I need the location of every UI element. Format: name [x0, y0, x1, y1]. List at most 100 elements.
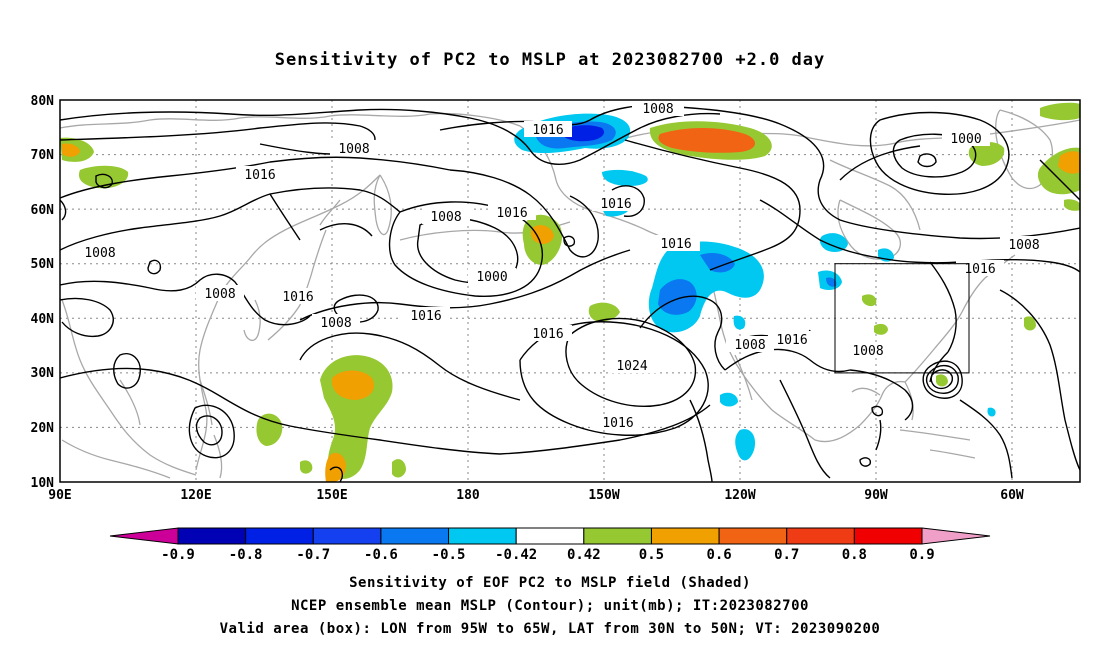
svg-text:1000: 1000	[950, 132, 981, 147]
svg-text:1008: 1008	[642, 102, 673, 117]
colorbar-label: 0.7	[774, 547, 799, 563]
contour-label: 1024	[608, 357, 656, 374]
lat-label: 40N	[31, 312, 55, 327]
svg-text:1016: 1016	[532, 123, 563, 138]
lat-label: 70N	[31, 148, 55, 163]
colorbar-label: -0.9	[161, 547, 195, 563]
colorbar-swatch	[515, 527, 585, 545]
svg-text:1016: 1016	[660, 237, 691, 252]
contour-label: 1016	[956, 260, 1004, 277]
colorbar-label: -0.6	[364, 547, 398, 563]
lon-label: 60W	[1000, 488, 1024, 503]
contour-label: 1016	[488, 204, 536, 221]
colorbar-swatch	[853, 527, 923, 545]
colorbar-swatch	[177, 527, 247, 545]
lat-label: 80N	[31, 94, 55, 109]
contour-label: 1016	[524, 121, 572, 138]
svg-text:1008: 1008	[852, 344, 883, 359]
colorbar-swatch	[786, 527, 855, 545]
contour-labels: 1008 1016 1008 1000 1016 1008 1016 1016 …	[76, 100, 1048, 431]
svg-text:1024: 1024	[616, 359, 647, 374]
mslp-contours	[60, 104, 1080, 482]
svg-text:1016: 1016	[410, 309, 441, 324]
lon-label: 120W	[724, 488, 755, 503]
svg-text:1016: 1016	[964, 262, 995, 277]
lon-label: 150W	[588, 488, 619, 503]
contour-label: 1008	[726, 336, 774, 353]
svg-text:1016: 1016	[602, 416, 633, 431]
lon-label: 180	[456, 488, 480, 503]
colorbar-swatch	[380, 527, 450, 545]
colorbar-swatch	[583, 527, 652, 545]
lat-label: 20N	[31, 421, 55, 436]
lon-label: 90W	[864, 488, 888, 503]
caption-line-1: Sensitivity of EOF PC2 to MSLP field (Sh…	[349, 575, 751, 591]
contour-label: 1016	[236, 166, 284, 183]
contour-label: 1008	[330, 140, 378, 157]
svg-text:1008: 1008	[734, 338, 765, 353]
colorbar-swatch	[245, 527, 314, 545]
caption-line-2: NCEP ensemble mean MSLP (Contour); unit(…	[291, 598, 809, 614]
svg-text:1016: 1016	[244, 168, 275, 183]
lon-label: 90E	[48, 488, 71, 503]
colorbar-label: 0.5	[639, 547, 664, 563]
contour-label: 1016	[652, 235, 700, 252]
colorbar-min-arrow	[109, 527, 179, 545]
lat-label: 60N	[31, 203, 55, 218]
contour-label: 1008	[312, 314, 360, 331]
contour-label: 1000	[942, 130, 990, 147]
colorbar-label: 0.6	[706, 547, 731, 563]
svg-text:1016: 1016	[496, 206, 527, 221]
contour-label: 1008	[632, 100, 684, 117]
svg-text:1000: 1000	[476, 270, 507, 285]
lat-label: 30N	[31, 366, 55, 381]
colorbar-max-arrow	[921, 527, 991, 545]
contour-label: 1016	[402, 307, 450, 324]
caption-line-3: Valid area (box): LON from 95W to 65W, L…	[219, 621, 881, 637]
svg-text:1008: 1008	[84, 246, 115, 261]
svg-text:1008: 1008	[430, 210, 461, 225]
svg-text:1008: 1008	[204, 287, 235, 302]
svg-text:1008: 1008	[320, 316, 351, 331]
valid-area-box	[834, 263, 970, 374]
colorbar-label: 0.9	[909, 547, 934, 563]
map-title: Sensitivity of PC2 to MSLP at 2023082700…	[274, 50, 826, 70]
colorbar-label: -0.8	[229, 547, 263, 563]
map-border	[59, 99, 1081, 483]
contour-label: 1008	[76, 244, 124, 261]
colorbar-label: -0.7	[296, 547, 330, 563]
contour-label: 1016	[768, 331, 816, 348]
longitude-labels: 90E 120E 150E 180 150W 120W 90W 60W	[48, 488, 1024, 503]
colorbar: -0.9 -0.8 -0.7 -0.6 -0.5 -0.42 0.42 0.5 0.6 0.7 0.…	[109, 527, 991, 563]
contour-label: 1016	[592, 195, 640, 212]
contour-label: 1016	[524, 325, 572, 342]
colorbar-swatch	[312, 527, 382, 545]
svg-text:1008: 1008	[338, 142, 369, 157]
colorbar-label: 0.8	[842, 547, 867, 563]
svg-text:1016: 1016	[282, 290, 313, 305]
colorbar-label: -0.42	[495, 547, 537, 563]
lon-label: 120E	[180, 488, 211, 503]
lat-label: 10N	[31, 476, 55, 491]
contour-label: 1016	[274, 288, 322, 305]
colorbar-label: -0.5	[432, 547, 466, 563]
contour-label: 1008	[844, 342, 892, 359]
contour-label: 1008	[196, 285, 244, 302]
contour-label: 1016	[594, 414, 642, 431]
contour-label: 1008	[422, 208, 470, 225]
svg-text:1016: 1016	[776, 333, 807, 348]
svg-text:1016: 1016	[532, 327, 563, 342]
sensitivity-shading	[60, 102, 1080, 482]
colorbar-swatch	[448, 527, 517, 545]
colorbar-swatch	[650, 527, 720, 545]
svg-text:1008: 1008	[1008, 238, 1039, 253]
lon-label: 150E	[316, 488, 347, 503]
lat-label: 50N	[31, 257, 55, 272]
contour-label: 1000	[468, 268, 516, 285]
latitude-labels: 80N 70N 60N 50N 40N 30N 20N 10N	[31, 94, 55, 491]
colorbar-swatch	[718, 527, 788, 545]
colorbar-label: 0.42	[567, 547, 601, 563]
svg-text:1016: 1016	[600, 197, 631, 212]
contour-label: 1008	[1000, 236, 1048, 253]
